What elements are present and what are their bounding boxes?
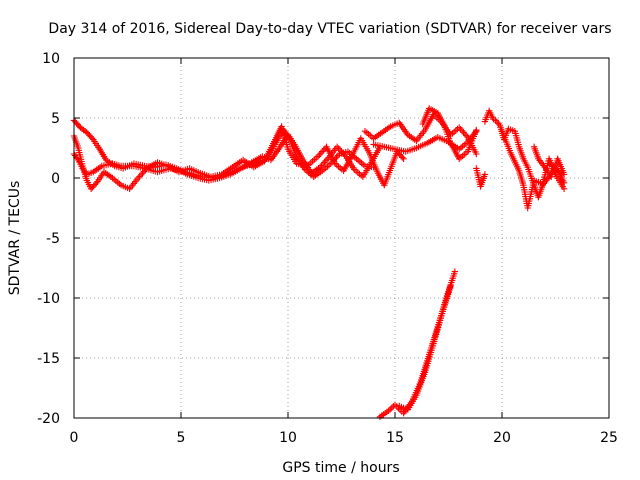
grid bbox=[74, 58, 609, 418]
data-track-9 bbox=[530, 143, 568, 180]
data-track-5 bbox=[419, 105, 480, 162]
data-points bbox=[70, 105, 568, 420]
x-tick-label: 25 bbox=[600, 430, 618, 446]
data-track-10 bbox=[473, 165, 489, 190]
data-track-12 bbox=[396, 282, 454, 413]
x-tick-label: 20 bbox=[493, 430, 511, 446]
x-tick-label: 0 bbox=[70, 430, 79, 446]
x-tick-label: 10 bbox=[279, 430, 297, 446]
chart-title: Day 314 of 2016, Sidereal Day-to-day VTE… bbox=[48, 21, 611, 37]
y-axis-label: SDTVAR / TECUs bbox=[7, 181, 23, 296]
y-tick-label: 5 bbox=[51, 111, 60, 127]
y-tick-label: -20 bbox=[37, 411, 60, 427]
y-tick-label: -15 bbox=[37, 351, 60, 367]
y-tick-label: 10 bbox=[42, 51, 60, 67]
data-track-6 bbox=[481, 107, 497, 125]
data-track-4 bbox=[370, 128, 480, 155]
x-axis-label: GPS time / hours bbox=[282, 460, 399, 476]
x-tick-labels: 0 5 10 15 20 25 bbox=[70, 430, 618, 446]
x-tick-label: 5 bbox=[177, 430, 186, 446]
y-tick-label: -5 bbox=[46, 231, 60, 247]
y-tick-label: -10 bbox=[37, 291, 60, 307]
y-tick-label: 0 bbox=[51, 171, 60, 187]
axis-ticks bbox=[73, 57, 610, 419]
x-tick-label: 15 bbox=[386, 430, 404, 446]
y-tick-labels: -20 -15 -10 -5 0 5 10 bbox=[37, 51, 60, 427]
